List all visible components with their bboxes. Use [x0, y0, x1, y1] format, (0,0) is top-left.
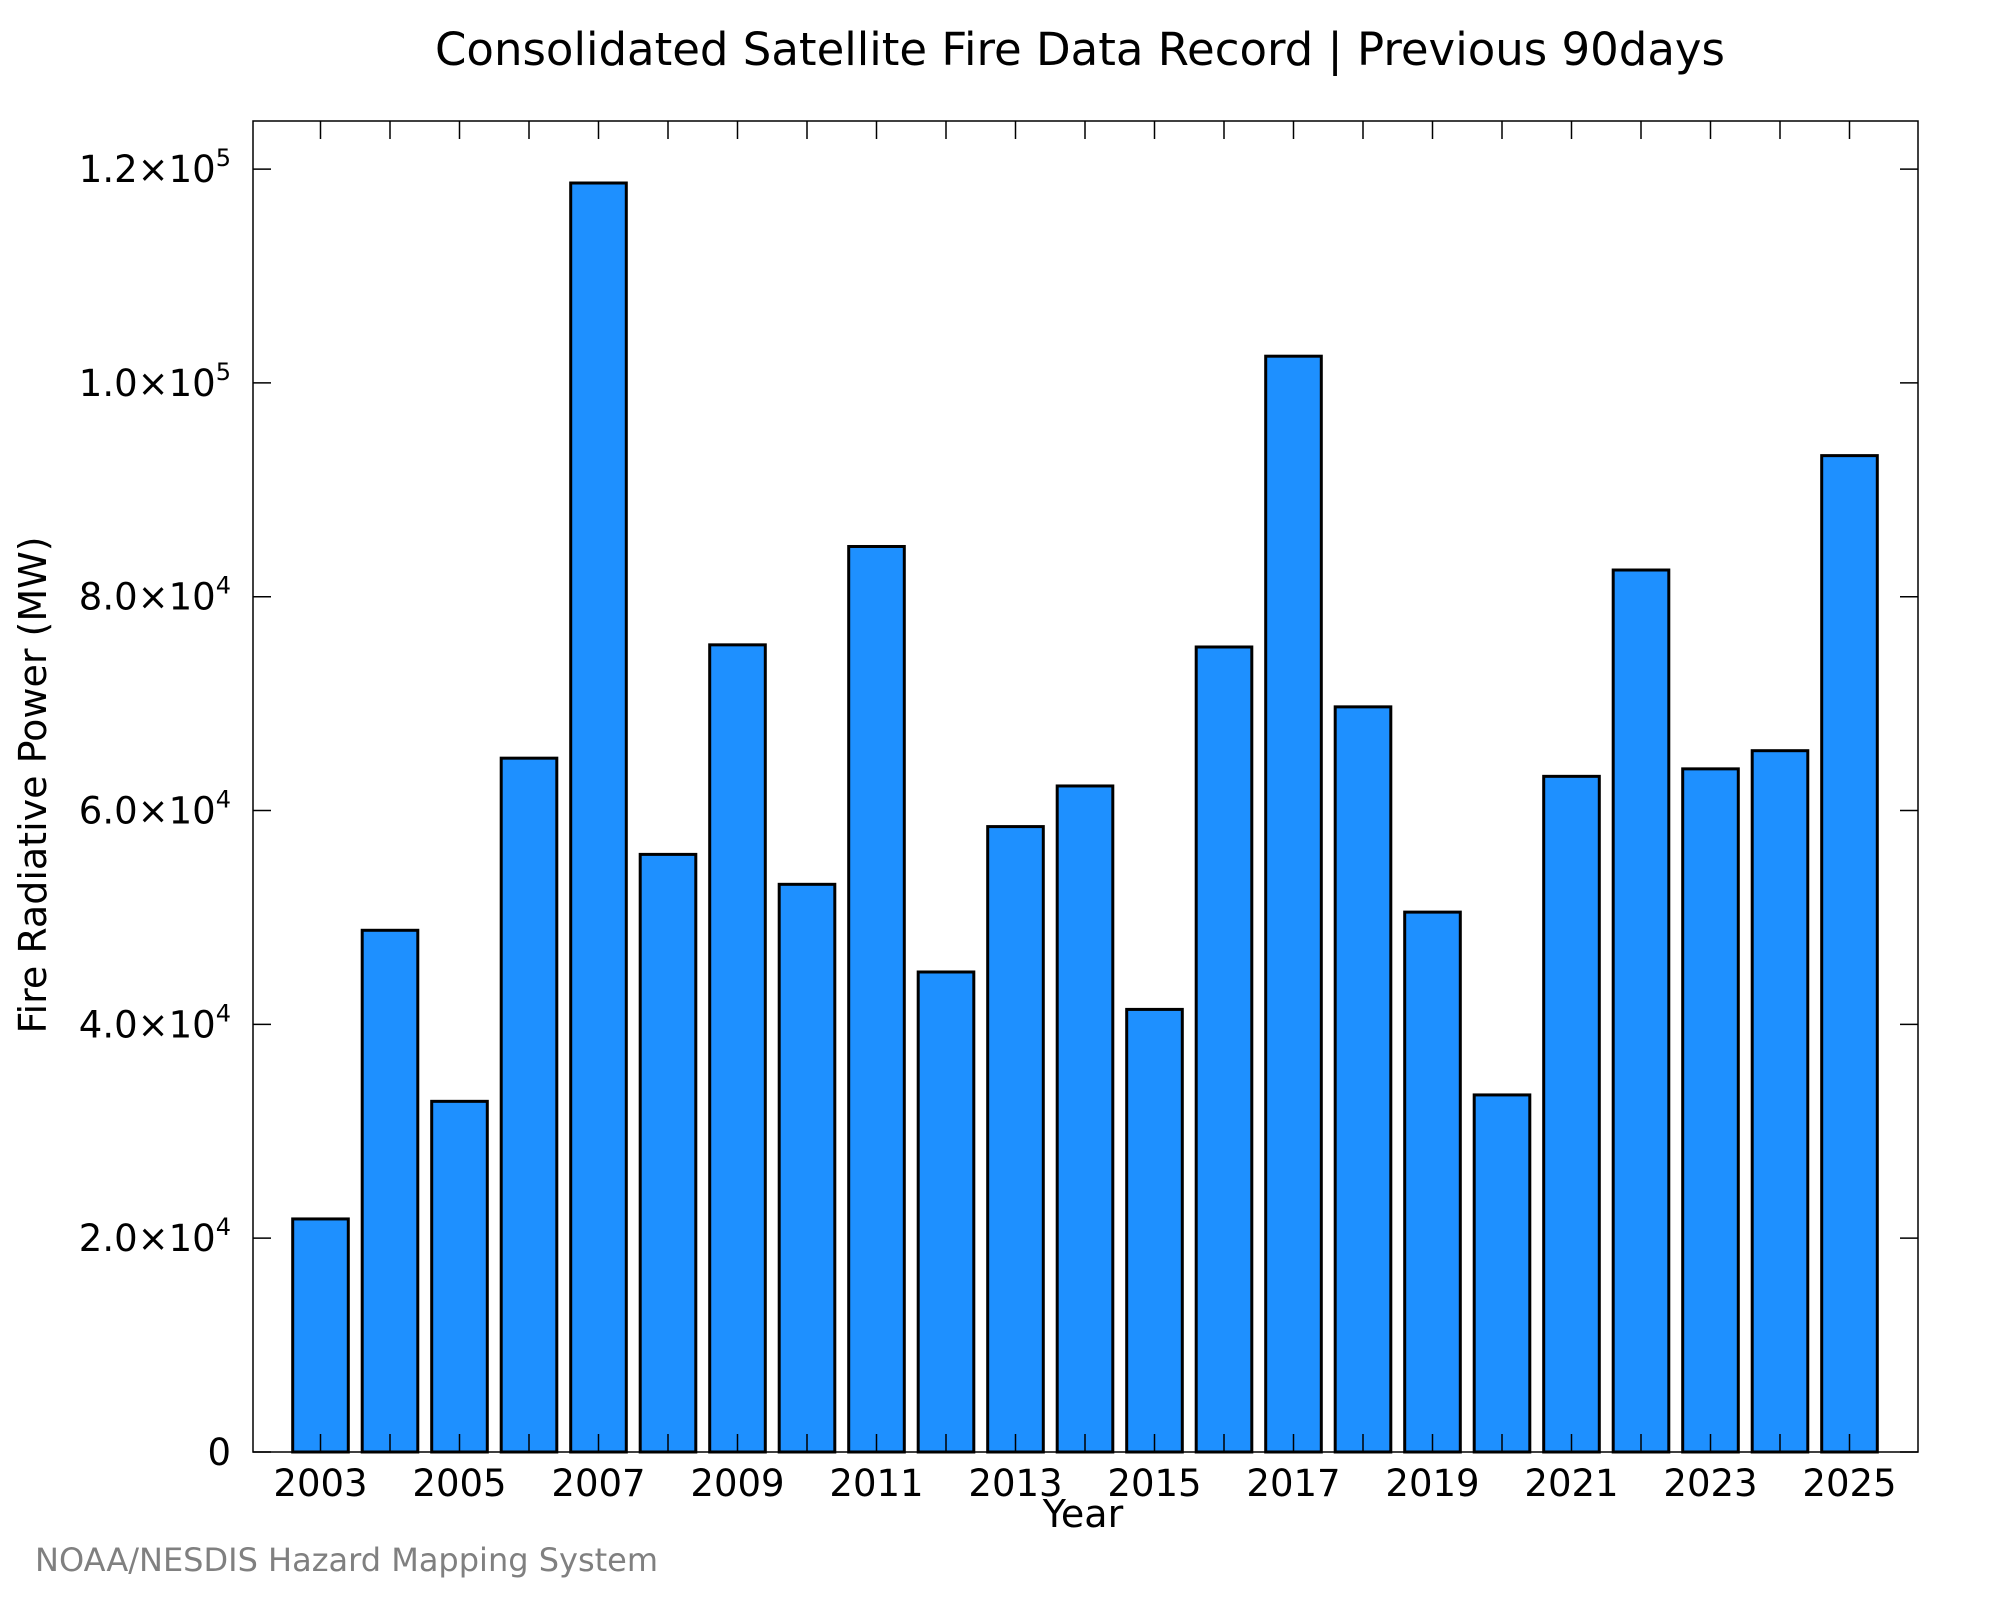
bar-2004 [360, 928, 420, 1454]
bar-2023 [1681, 767, 1740, 1454]
y-tick-label-100000: 1.0×105 [79, 358, 231, 405]
y-axis-label: Fire Radiative Power (MW) [11, 536, 55, 1033]
bar-2006 [499, 756, 559, 1454]
chart-title: Consolidated Satellite Fire Data Record … [435, 23, 1725, 76]
x-tick-label-2019: 2019 [1385, 1462, 1479, 1505]
x-tick-label-2017: 2017 [1246, 1462, 1340, 1505]
bar-2011 [847, 544, 906, 1454]
bar-2003 [291, 1217, 350, 1454]
y-tick-label-120000: 1.2×105 [79, 144, 231, 191]
bar-2012 [916, 970, 976, 1454]
bar-2017 [1264, 354, 1323, 1454]
x-tick-label-2015: 2015 [1107, 1462, 1201, 1505]
x-tick-label-2021: 2021 [1524, 1462, 1618, 1505]
bar-2010 [777, 882, 837, 1454]
x-tick-label-2005: 2005 [412, 1462, 506, 1505]
x-tick-label-2009: 2009 [690, 1462, 784, 1505]
bar-2013 [986, 825, 1045, 1454]
y-tick-label-40000: 4.0×104 [79, 999, 231, 1046]
x-tick-label-2007: 2007 [551, 1462, 645, 1505]
y-tick-label-20000: 2.0×104 [79, 1213, 231, 1260]
bar-2008 [638, 852, 698, 1454]
plot-area: 2003 2005 2007 2009 2011 2013 2015 2017 2019 2021… [79, 120, 1919, 1505]
bar-2022 [1611, 568, 1671, 1454]
bar-2015 [1125, 1007, 1184, 1454]
x-tick-label-2013: 2013 [968, 1462, 1062, 1505]
x-axis-label: Year [1042, 1492, 1124, 1536]
bar-2025 [1820, 454, 1879, 1454]
y-tick-label-0: 0 [207, 1431, 231, 1474]
bar-2005 [430, 1099, 489, 1454]
bar-2007 [569, 181, 628, 1454]
bar-2024 [1750, 749, 1810, 1454]
bar-2020 [1472, 1093, 1532, 1454]
y-tick-label-80000: 8.0×104 [79, 572, 231, 619]
bar-2014 [1055, 784, 1115, 1454]
x-tick-label-2023: 2023 [1663, 1462, 1757, 1505]
bar-2016 [1194, 645, 1254, 1454]
x-tick-label-2003: 2003 [273, 1462, 367, 1505]
bar-2021 [1542, 774, 1601, 1454]
bar-2018 [1333, 705, 1393, 1454]
x-tick-label-2025: 2025 [1802, 1462, 1896, 1505]
bar-2019 [1403, 910, 1462, 1454]
bar-2009 [708, 643, 767, 1454]
x-tick-label-2011: 2011 [829, 1462, 923, 1505]
credit-text: NOAA/NESDIS Hazard Mapping System [35, 1541, 658, 1579]
y-tick-label-60000: 6.0×104 [79, 786, 231, 833]
